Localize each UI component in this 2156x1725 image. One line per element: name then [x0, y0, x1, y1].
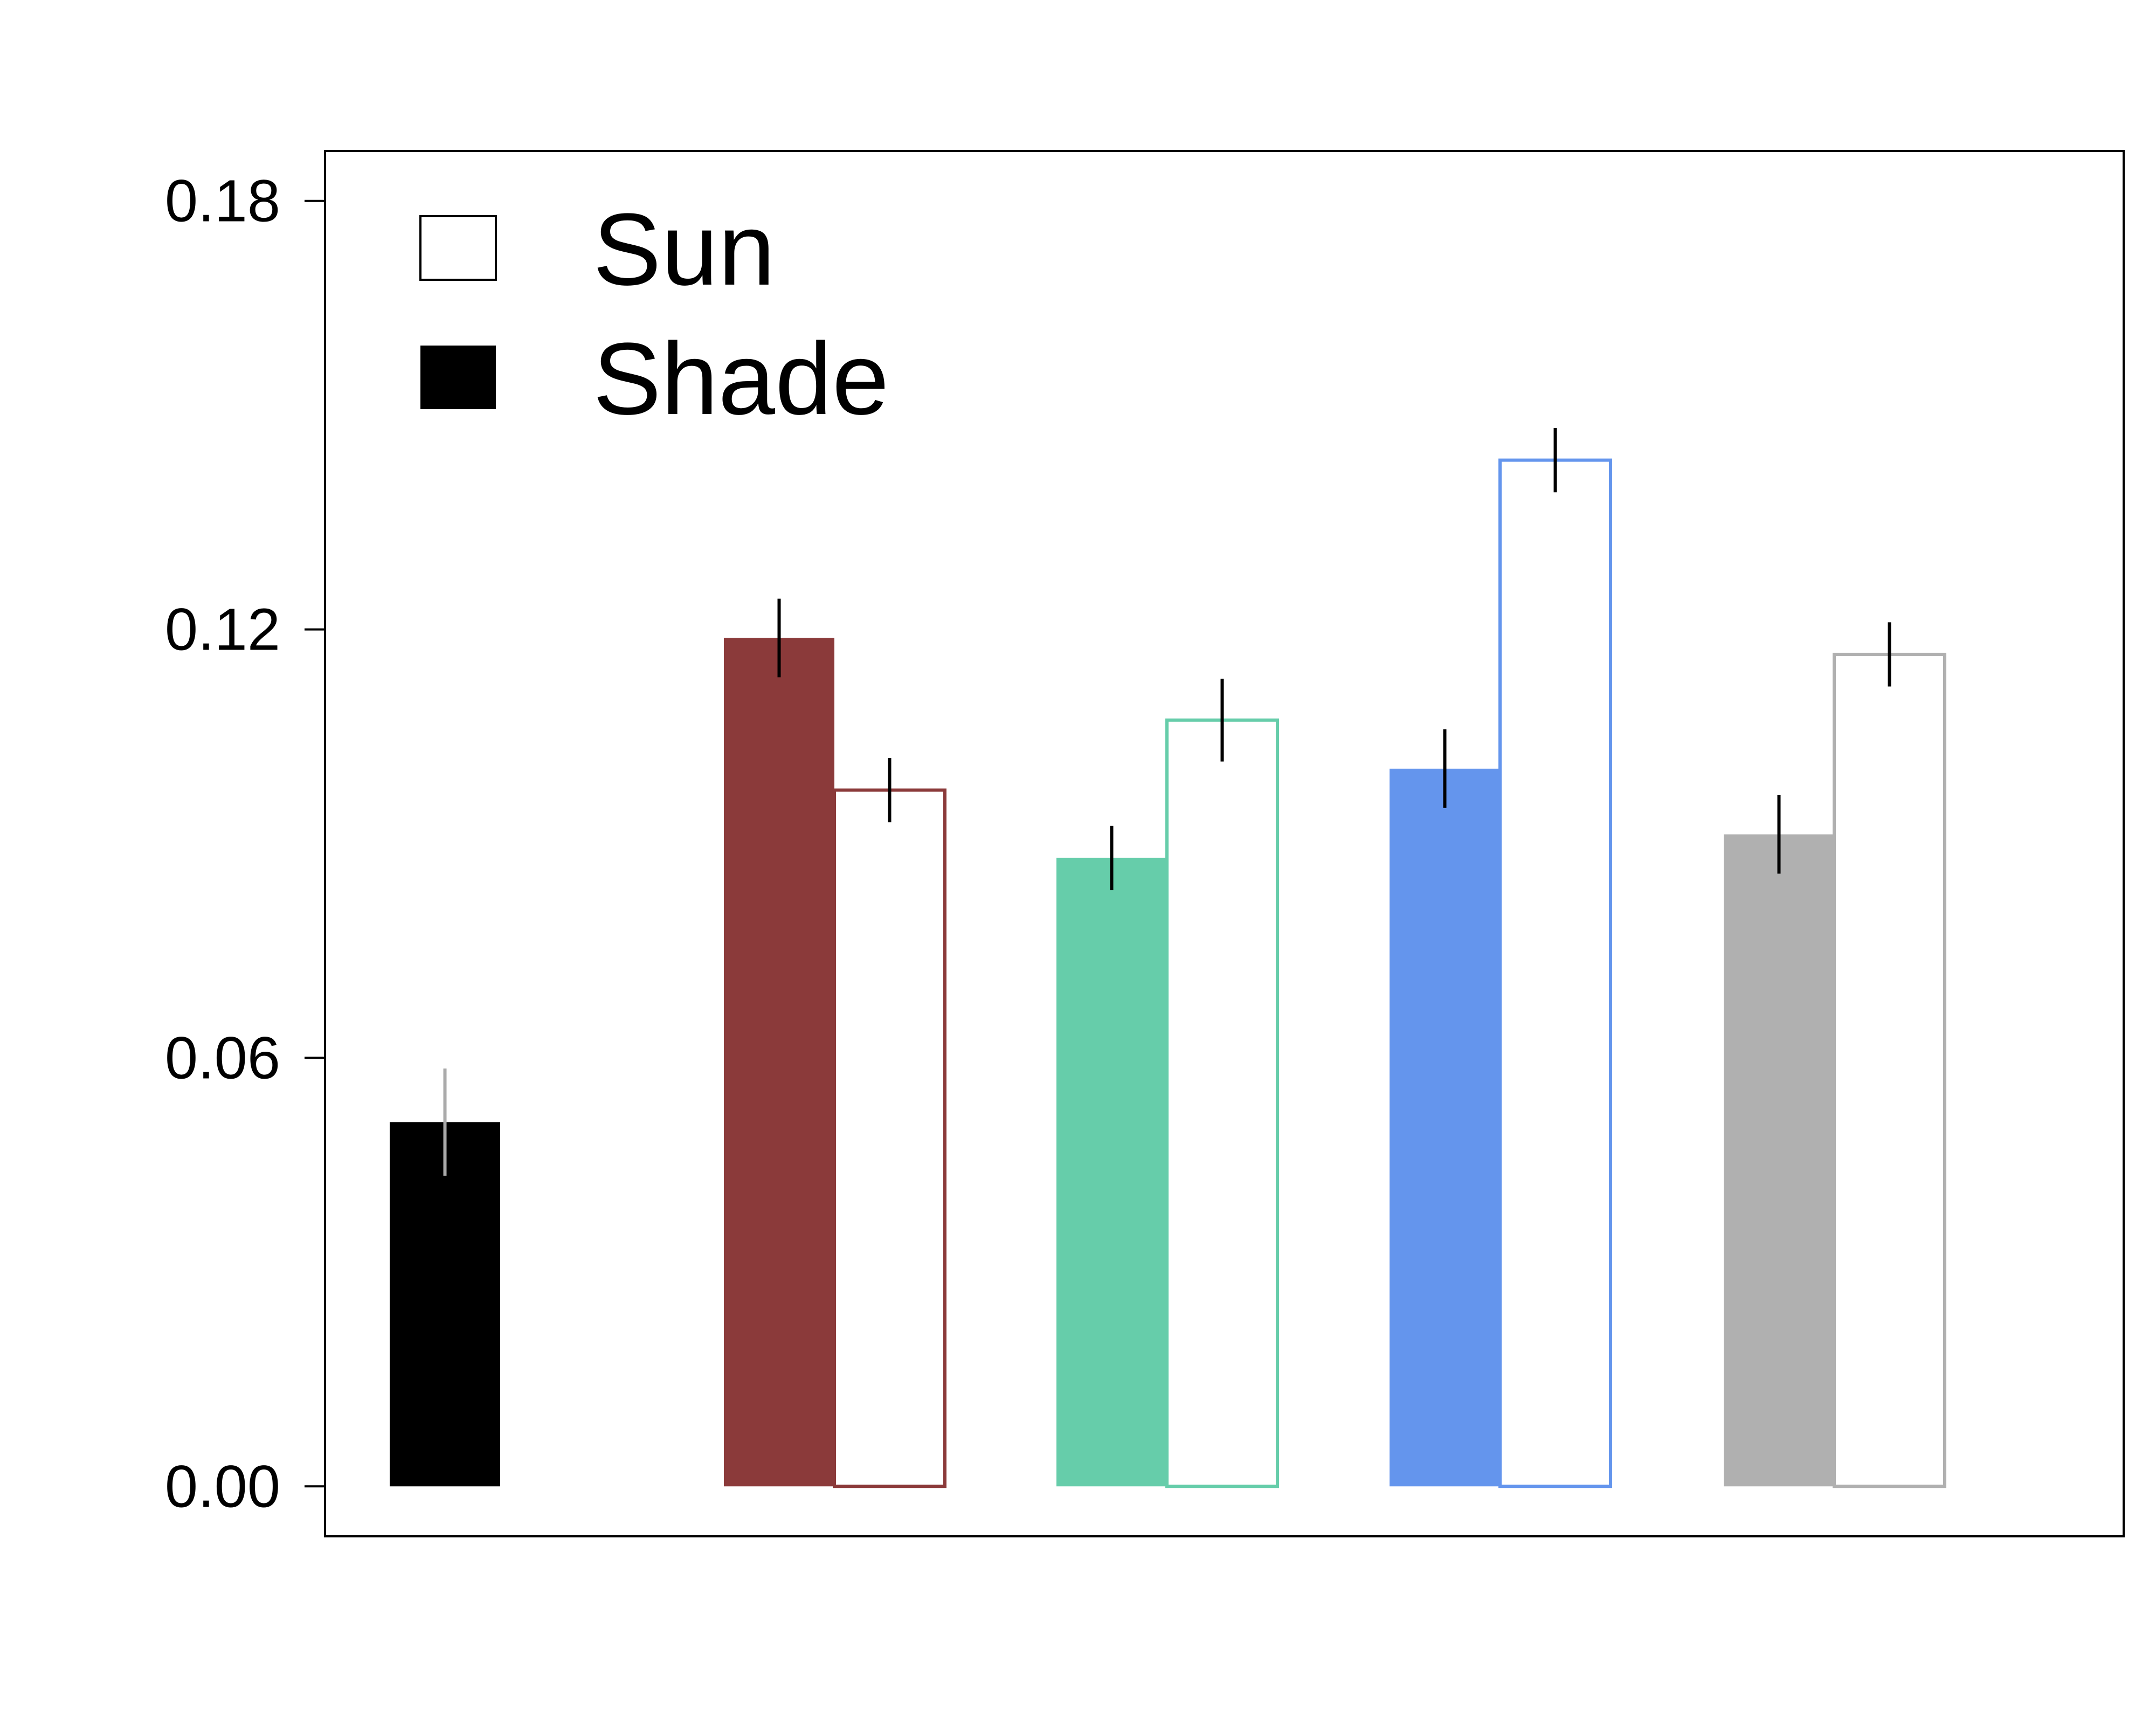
legend-swatch-shade — [420, 346, 496, 409]
bar-group-2 — [724, 598, 946, 1488]
y-tick-label: 0.06 — [165, 1025, 280, 1091]
y-tick-label: 0.18 — [165, 168, 280, 234]
shade-bar — [1724, 834, 1834, 1487]
shade-bar — [1390, 768, 1500, 1487]
legend: Sun Shade — [419, 192, 889, 436]
shade-bar — [1056, 858, 1167, 1487]
bar-group-4 — [1390, 428, 1612, 1488]
legend-label-sun: Sun — [593, 192, 775, 307]
sun-bar — [1833, 652, 1946, 1488]
sun-bar — [1498, 458, 1612, 1488]
legend-label-shade: Shade — [593, 322, 889, 436]
bar-group-5 — [1724, 622, 1946, 1488]
legend-swatch-sun — [419, 215, 497, 281]
shade-bar — [724, 638, 834, 1487]
y-tick-label: 0.12 — [165, 597, 280, 663]
bar-group-1 — [390, 1068, 500, 1487]
y-axis: 0.00 0.06 0.12 0.18 — [165, 168, 326, 1520]
sun-bar — [833, 788, 946, 1488]
sun-bar — [1165, 718, 1279, 1488]
shade-bar — [390, 1122, 500, 1487]
bars — [390, 428, 1946, 1488]
bar-group-3 — [1056, 678, 1279, 1488]
y-tick-label: 0.00 — [165, 1453, 280, 1520]
